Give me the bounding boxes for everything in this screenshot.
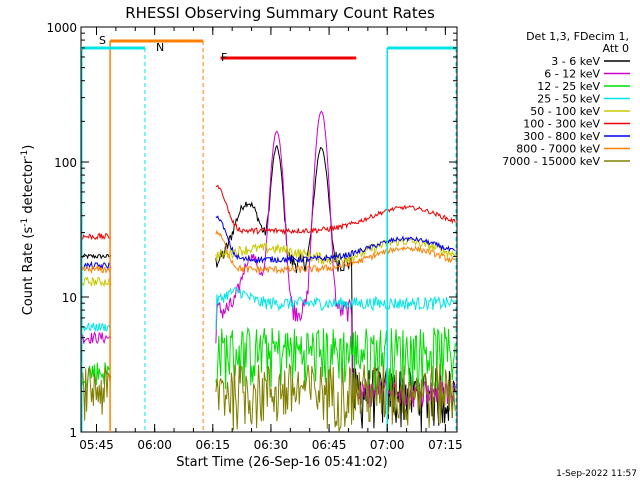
x-tick-label: 06:15 [195,438,230,452]
legend-entry-label: 12 - 25 keV [537,80,600,93]
legend-entry-label: 50 - 100 keV [530,105,600,118]
f-flag-label: F [221,51,227,64]
legend-entry-label: 7000 - 15000 keV [502,155,600,168]
x-tick-label: 06:00 [137,438,172,452]
series-line-5 [81,184,456,241]
series-line-6 [81,215,456,271]
series-line-1 [81,110,456,408]
n-flag-label: N [156,41,164,54]
y-axis-label-end: ) [21,145,36,150]
x-tick-label: 06:45 [312,438,347,452]
y-axis-label-mid: detector [21,158,36,218]
x-tick-label: 07:15 [428,438,463,452]
legend-title-1: Det 1,3, FDecim 1, [526,30,629,43]
legend-entry-label: 100 - 300 keV [523,118,600,131]
s-flag-label: S [99,34,106,47]
legend-entry-label: 3 - 6 keV [551,55,600,68]
series-line-7 [81,229,456,275]
series-line-8 [81,363,456,432]
x-tick-label: 05:45 [79,438,114,452]
footer-timestamp: 1-Sep-2022 11:57 [556,469,637,479]
legend-entry-label: 25 - 50 keV [537,93,600,106]
series-line-0 [81,144,456,432]
y-axis-label-main: Count Rate (s [21,227,36,316]
series-line-3 [81,286,456,333]
y-tick-label: 1000 [46,21,77,35]
y-axis-label-sup2: -1 [20,150,30,159]
y-tick-label: 10 [62,291,77,305]
x-axis-label: Start Time (26-Sep-16 05:41:02) [176,455,387,470]
chart-title: RHESSI Observing Summary Count Rates [125,4,435,22]
legend-entry-label: 300 - 800 keV [523,130,600,143]
y-axis-label: Count Rate (s-1 detector-1) [20,145,36,316]
y-tick-label: 1 [69,426,77,440]
legend-title-2: Att 0 [603,42,629,55]
legend-entry-label: 800 - 7000 keV [516,143,600,156]
x-tick-label: 07:00 [370,438,405,452]
y-axis-label-sup1: -1 [20,218,30,227]
axis-layer: 05:45 06:00 06:15 06:30 06:45 07:00 07:15 1 10 10… [46,21,462,452]
interval-layer: S N F [81,34,457,432]
legend-entry-label: 6 - 12 keV [544,68,600,81]
series-line-4 [81,237,456,288]
series-layer [81,110,456,432]
x-tick-label: 06:30 [254,438,289,452]
plot-frame [80,26,458,433]
y-tick-label: 100 [54,156,77,170]
